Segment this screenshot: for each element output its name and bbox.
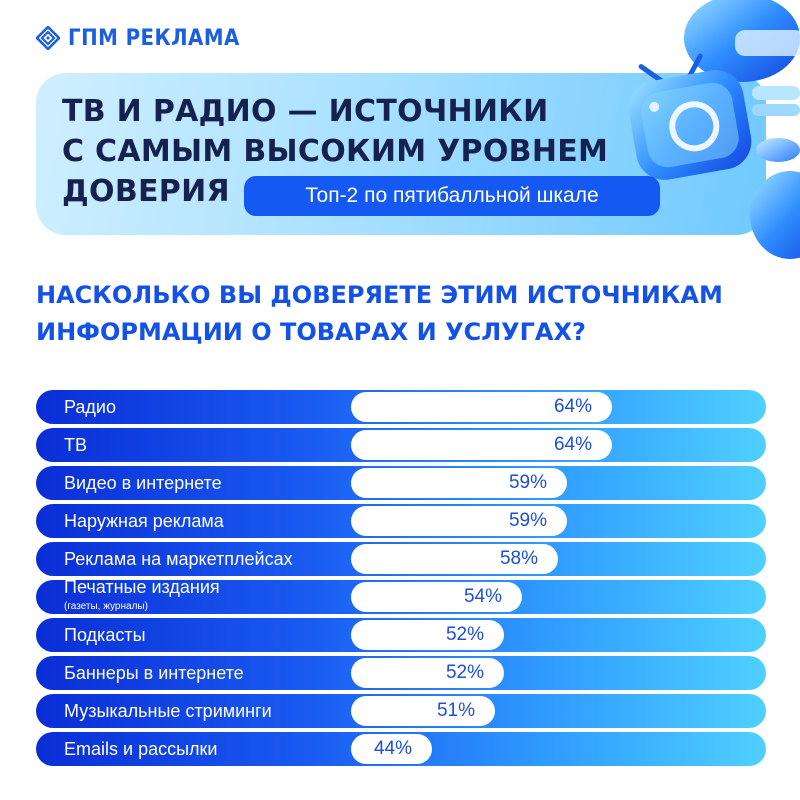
chart-row: 58% Реклама на маркетплейсах [36, 542, 766, 576]
hero-title-line: ТВ И РАДИО — ИСТОЧНИКИ [62, 94, 549, 129]
chart-row: 52% Подкасты [36, 618, 766, 652]
chart-category-label: Музыкальные стриминги [64, 701, 272, 721]
chart-value-label: 64% [553, 396, 592, 417]
brand-name: ГПМ РЕКЛАМА [68, 25, 240, 51]
chart-category-label: Emails и рассылки [64, 739, 218, 759]
chart-category-label: Подкасты [64, 625, 146, 645]
chart-bar [351, 544, 558, 574]
chart-value-label: 52% [445, 662, 484, 683]
chart-category-label: Реклама на маркетплейсах [64, 549, 293, 569]
chart-value-label: 52% [445, 624, 484, 645]
brand-diamond-icon [36, 26, 60, 50]
hero-title-line: С САМЫМ ВЫСОКИМ УРОВНЕМ [62, 134, 609, 169]
chart-bar [351, 468, 567, 498]
chart-category-label: ТВ [64, 435, 88, 455]
chart-category-label: Видео в интернете [64, 473, 222, 493]
chart-value-label: 54% [463, 586, 502, 607]
chart-bar [351, 506, 567, 536]
chart-category-note: (газеты, журналы) [64, 601, 148, 612]
chart-row: 44% Emails и рассылки [36, 732, 766, 766]
chart-bar [351, 392, 612, 422]
chart-value-label: 51% [436, 700, 475, 721]
chart-row: 52% Баннеры в интернете [36, 656, 766, 690]
brand-logo: ГПМ РЕКЛАМА [36, 24, 259, 52]
hero-title: ТВ И РАДИО — ИСТОЧНИКИ С САМЫМ ВЫСОКИМ У… [62, 92, 622, 212]
chart-category-label: Радио [64, 397, 116, 417]
chart-category-label: Баннеры в интернете [64, 663, 244, 683]
chart-bar [351, 430, 612, 460]
chart-value-label: 44% [373, 738, 412, 759]
chart-bar [351, 734, 432, 764]
scale-badge: Топ-2 по пятибалльной шкале [244, 176, 660, 216]
trust-bar-chart: 64% Радио 64% ТВ 59% Видео в интернете 59% Нару… [36, 390, 766, 770]
question-line: НАСКОЛЬКО ВЫ ДОВЕРЯЕТЕ ЭТИМ ИСТОЧНИКАМ [36, 281, 723, 309]
chart-bar [351, 696, 495, 726]
chart-value-label: 59% [508, 510, 547, 531]
chart-row: 59% Наружная реклама [36, 504, 766, 538]
chart-row: 64% ТВ [36, 428, 766, 462]
chart-value-label: 59% [508, 472, 547, 493]
chart-category-label: Печатные издания [64, 577, 220, 597]
chart-bar [351, 620, 504, 650]
survey-question: НАСКОЛЬКО ВЫ ДОВЕРЯЕТЕ ЭТИМ ИСТОЧНИКАМ И… [36, 277, 776, 351]
chart-row: 54% Печатные издания (газеты, журналы) [36, 577, 766, 614]
chart-row: 51% Музыкальные стриминги [36, 694, 766, 728]
chart-value-label: 58% [499, 548, 538, 569]
chart-bar [351, 582, 522, 612]
chart-row: 64% Радио [36, 390, 766, 424]
chart-row: 59% Видео в интернете [36, 466, 766, 500]
hero-title-line: ДОВЕРИЯ [62, 174, 230, 209]
chart-category-label: Наружная реклама [64, 511, 224, 531]
question-line: ИНФОРМАЦИИ О ТОВАРАХ И УСЛУГАХ? [36, 318, 586, 346]
chart-bar [351, 658, 504, 688]
chart-value-label: 64% [553, 434, 592, 455]
